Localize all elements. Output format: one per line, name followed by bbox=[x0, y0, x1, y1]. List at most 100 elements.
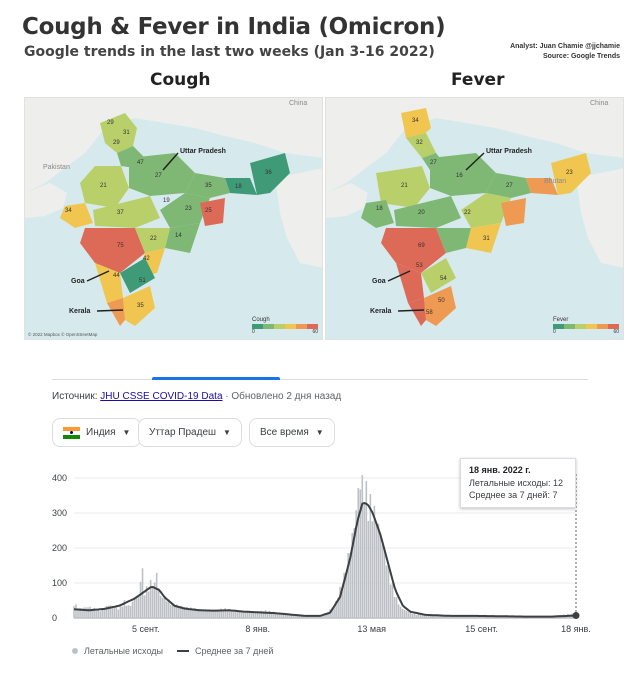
deaths-bar bbox=[353, 527, 356, 618]
tooltip-average: Среднее за 7 дней: 7 bbox=[469, 490, 558, 500]
x-tick-label: 5 сент. bbox=[132, 624, 160, 634]
deaths-bar bbox=[135, 598, 138, 618]
tooltip-date: 18 янв. 2022 г. bbox=[469, 465, 531, 475]
deaths-bar bbox=[284, 613, 287, 618]
pakistan-label: Pakistan bbox=[43, 164, 70, 171]
deaths-bar bbox=[143, 595, 146, 618]
active-tab-indicator[interactable] bbox=[152, 377, 280, 380]
updated-text: · Обновлено 2 дня назад bbox=[225, 391, 342, 402]
y-tick-label: 200 bbox=[52, 543, 67, 553]
deaths-bar bbox=[337, 597, 339, 618]
deaths-bar bbox=[294, 614, 297, 618]
deaths-bar bbox=[415, 615, 418, 618]
country-filter[interactable]: Индия ▼ bbox=[52, 418, 142, 447]
source-link[interactable]: JHU CSSE COVID-19 Data bbox=[100, 391, 223, 402]
china-label: China bbox=[590, 100, 609, 107]
deaths-bar bbox=[421, 614, 424, 618]
state-value: 54 bbox=[440, 276, 447, 282]
deaths-bar bbox=[137, 595, 140, 618]
deaths-bar bbox=[347, 553, 349, 618]
state-value: 47 bbox=[137, 160, 144, 166]
bars-legend-swatch bbox=[72, 648, 78, 654]
deaths-bar bbox=[359, 489, 362, 618]
deaths-bar bbox=[361, 475, 364, 618]
state-value: 25 bbox=[205, 208, 212, 214]
deaths-bar bbox=[262, 611, 265, 618]
line-legend-swatch bbox=[176, 650, 189, 652]
state-value: 50 bbox=[438, 298, 445, 304]
legend-scale bbox=[252, 324, 318, 329]
deaths-bar bbox=[171, 602, 174, 618]
deaths-bar bbox=[250, 611, 253, 618]
deaths-bar bbox=[214, 611, 216, 618]
deaths-bar bbox=[196, 610, 198, 618]
deaths-bar bbox=[282, 613, 285, 618]
state-value: 34 bbox=[65, 208, 72, 214]
deaths-bar bbox=[115, 607, 118, 618]
uttar-pradesh-callout: Uttar Pradesh bbox=[486, 148, 532, 155]
goa-callout: Goa bbox=[71, 278, 85, 285]
cough-legend: Cough 0 60 bbox=[252, 317, 318, 335]
deaths-bar bbox=[242, 610, 245, 618]
deaths-bar bbox=[395, 597, 398, 618]
deaths-bar bbox=[335, 600, 337, 618]
fever-map-title: Fever bbox=[451, 70, 505, 90]
deaths-bar bbox=[369, 493, 372, 618]
region-filter[interactable]: Уттар Прадеш ▼ bbox=[138, 418, 242, 447]
deaths-bar bbox=[238, 610, 241, 618]
deaths-bar bbox=[256, 611, 259, 618]
deaths-chart[interactable]: 400 300 200 100 0 5 сент. 8 янв. 13 мая 15 сент.… bbox=[52, 466, 592, 646]
deaths-bar bbox=[478, 616, 481, 618]
deaths-bar bbox=[91, 608, 93, 618]
deaths-bar bbox=[182, 606, 184, 618]
deaths-bar bbox=[446, 616, 448, 618]
legend-max: 60 bbox=[312, 329, 318, 335]
china-label: China bbox=[289, 100, 308, 107]
period-filter[interactable]: Все время ▼ bbox=[249, 418, 335, 447]
deaths-bar bbox=[363, 503, 366, 618]
legend-title: Cough bbox=[252, 317, 270, 323]
deaths-bar bbox=[343, 572, 345, 618]
callout-arrows bbox=[86, 152, 179, 312]
deaths-bar bbox=[258, 611, 261, 618]
deaths-bar bbox=[409, 612, 412, 618]
tooltip-deaths: Летальные исходы: 12 bbox=[469, 478, 563, 488]
deaths-bar bbox=[145, 586, 148, 618]
deaths-bar bbox=[450, 616, 452, 618]
state-value: 51 bbox=[139, 278, 146, 284]
deaths-bar bbox=[83, 607, 85, 618]
deaths-bar bbox=[375, 524, 378, 618]
state-value: 22 bbox=[464, 210, 471, 216]
deaths-bar bbox=[105, 606, 108, 618]
deaths-bar bbox=[234, 610, 237, 618]
goa-callout: Goa bbox=[372, 278, 386, 285]
infographic-title: Cough & Fever in India (Omicron) bbox=[22, 14, 446, 40]
deaths-bar bbox=[266, 612, 269, 618]
deaths-bar bbox=[244, 612, 247, 618]
deaths-bar bbox=[298, 615, 301, 618]
legend-title: Fever bbox=[553, 317, 569, 323]
deaths-bar bbox=[482, 616, 485, 618]
deaths-bar bbox=[468, 616, 470, 618]
fever-map-shapes bbox=[326, 98, 623, 339]
state-value: 31 bbox=[123, 130, 130, 136]
deaths-bar bbox=[194, 608, 196, 618]
state-value: 32 bbox=[416, 140, 423, 146]
deaths-bar bbox=[264, 610, 267, 618]
cough-map-title: Cough bbox=[150, 70, 211, 90]
deaths-bar bbox=[428, 615, 430, 618]
x-tick-label: 18 янв. bbox=[561, 624, 591, 634]
deaths-bar bbox=[149, 579, 152, 618]
deaths-bar bbox=[260, 610, 263, 618]
deaths-bar bbox=[248, 612, 251, 618]
deaths-bar bbox=[131, 601, 134, 618]
deaths-bar bbox=[103, 608, 106, 618]
legend-scale bbox=[553, 324, 619, 329]
deaths-bar bbox=[331, 607, 333, 618]
deaths-bar bbox=[438, 615, 440, 618]
line-legend-label: Среднее за 7 дней bbox=[194, 646, 274, 656]
state-value: 44 bbox=[113, 273, 120, 279]
deaths-bar bbox=[486, 616, 489, 618]
deaths-bar bbox=[101, 608, 104, 618]
deaths-bar bbox=[442, 616, 444, 618]
